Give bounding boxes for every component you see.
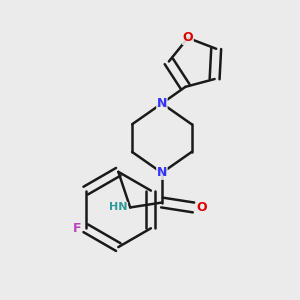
Text: N: N: [157, 166, 167, 179]
Text: F: F: [73, 222, 81, 235]
Text: O: O: [183, 32, 193, 44]
Text: O: O: [196, 201, 207, 214]
Text: HN: HN: [109, 202, 128, 212]
Text: N: N: [157, 97, 167, 110]
